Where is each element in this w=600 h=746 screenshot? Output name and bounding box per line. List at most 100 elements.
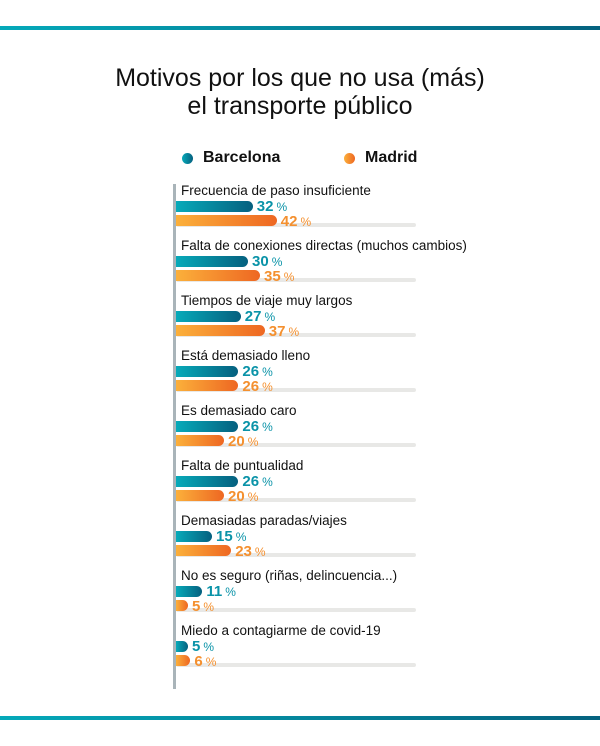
track bbox=[176, 663, 416, 667]
chart-title: Motivos por los que no usa (más) el tran… bbox=[0, 64, 600, 120]
legend-madrid: Madrid bbox=[344, 149, 417, 167]
bar-barcelona bbox=[176, 311, 241, 322]
bar-madrid bbox=[176, 490, 224, 501]
track bbox=[176, 333, 416, 337]
value: 32 bbox=[256, 198, 274, 215]
category-label: Frecuencia de paso insuficiente bbox=[181, 183, 371, 198]
data-label: 15% bbox=[216, 528, 246, 545]
category-group: Está demasiado lleno 26% 26% bbox=[176, 348, 596, 403]
category-group: No es seguro (riñas, delincuencia...) 11%… bbox=[176, 568, 596, 623]
category-group: Falta de puntualidad 26% 20% bbox=[176, 458, 596, 513]
unit: % bbox=[262, 380, 273, 394]
value: 20 bbox=[228, 433, 245, 450]
category-label: Es demasiado caro bbox=[181, 403, 297, 418]
bar-barcelona bbox=[176, 201, 253, 212]
value: 11 bbox=[206, 583, 223, 600]
data-label: 26% bbox=[242, 473, 273, 490]
value: 15 bbox=[216, 528, 233, 545]
value: 5 bbox=[192, 638, 201, 655]
unit: % bbox=[254, 545, 266, 559]
bar-madrid bbox=[176, 215, 277, 226]
data-label: 6% bbox=[194, 653, 217, 670]
category-label: Tiempos de viaje muy largos bbox=[181, 293, 353, 308]
unit: % bbox=[264, 310, 276, 324]
legend-label: Barcelona bbox=[203, 149, 281, 166]
data-label: 26% bbox=[242, 418, 273, 435]
track bbox=[176, 608, 416, 612]
category-group: Demasiadas paradas/viajes 15% 23% bbox=[176, 513, 596, 568]
bar-madrid bbox=[176, 600, 188, 611]
bottom-rule bbox=[0, 716, 600, 720]
data-label: 32% bbox=[256, 198, 288, 215]
data-label: 30% bbox=[252, 253, 283, 270]
category-label: Falta de conexiones directas (muchos cam… bbox=[181, 238, 467, 253]
title-line-1: Motivos por los que no usa (más) bbox=[115, 64, 485, 92]
unit: % bbox=[276, 200, 288, 214]
legend-barcelona: Barcelona bbox=[182, 149, 280, 167]
track bbox=[176, 223, 416, 227]
category-group: Es demasiado caro 26% 20% bbox=[176, 403, 596, 458]
value: 5 bbox=[192, 598, 201, 615]
data-label: 37% bbox=[268, 323, 300, 340]
category-label: Demasiadas paradas/viajes bbox=[181, 513, 347, 528]
unit: % bbox=[203, 600, 215, 614]
title-line-2: el transporte público bbox=[187, 92, 413, 120]
data-label: 20% bbox=[228, 488, 259, 505]
unit: % bbox=[262, 420, 273, 434]
value: 26 bbox=[242, 418, 260, 435]
data-label: 26% bbox=[242, 364, 273, 379]
category-label: No es seguro (riñas, delincuencia...) bbox=[181, 568, 398, 583]
category-label: Miedo a contagiarme de covid-19 bbox=[181, 623, 381, 638]
bar-madrid bbox=[176, 380, 239, 391]
bar-madrid bbox=[176, 270, 260, 281]
category-group: Frecuencia de paso insuficiente 32% 42% bbox=[176, 183, 596, 238]
bar-barcelona bbox=[176, 586, 203, 597]
track bbox=[176, 498, 416, 502]
y-axis-line bbox=[173, 184, 176, 689]
data-label: 42% bbox=[280, 213, 311, 230]
barcelona-dot-icon bbox=[182, 152, 193, 164]
madrid-dot-icon bbox=[344, 152, 355, 164]
bar-barcelona bbox=[176, 476, 239, 487]
data-label: 27% bbox=[244, 308, 276, 325]
unit: % bbox=[225, 585, 236, 599]
bar-barcelona bbox=[176, 531, 212, 542]
data-label: 26% bbox=[242, 379, 273, 394]
category-label: Falta de puntualidad bbox=[181, 458, 304, 473]
unit: % bbox=[262, 475, 273, 489]
value: 6 bbox=[194, 653, 203, 670]
unit: % bbox=[203, 640, 215, 654]
bar-barcelona bbox=[176, 421, 239, 432]
value: 37 bbox=[268, 323, 286, 340]
category-group: Miedo a contagiarme de covid-19 5% 6% bbox=[176, 623, 596, 678]
unit: % bbox=[205, 655, 217, 669]
value: 23 bbox=[235, 543, 252, 560]
top-rule bbox=[0, 26, 600, 30]
bar-madrid bbox=[176, 545, 232, 556]
unit: % bbox=[271, 255, 283, 269]
category-group: Tiempos de viaje muy largos 27% 37% bbox=[176, 293, 596, 348]
unit: % bbox=[262, 365, 273, 379]
value: 26 bbox=[242, 473, 260, 490]
bar-barcelona bbox=[176, 641, 188, 652]
unit: % bbox=[247, 435, 259, 449]
track bbox=[176, 443, 416, 447]
bar-madrid bbox=[176, 655, 191, 666]
unit: % bbox=[283, 270, 295, 284]
value: 27 bbox=[244, 308, 262, 325]
data-label: 20% bbox=[228, 433, 259, 450]
value: 35 bbox=[264, 268, 281, 285]
value: 42 bbox=[280, 213, 298, 230]
track bbox=[176, 388, 416, 392]
track bbox=[176, 278, 416, 282]
category-group: Falta de conexiones directas (muchos cam… bbox=[176, 238, 596, 293]
legend-label: Madrid bbox=[365, 149, 418, 166]
unit: % bbox=[288, 325, 300, 339]
category-label: Está demasiado lleno bbox=[181, 348, 311, 363]
value: 20 bbox=[228, 488, 245, 505]
data-label: 35% bbox=[264, 268, 295, 285]
unit: % bbox=[247, 490, 259, 504]
bar-madrid bbox=[176, 325, 265, 336]
value: 30 bbox=[252, 253, 269, 270]
bar-barcelona bbox=[176, 256, 248, 267]
